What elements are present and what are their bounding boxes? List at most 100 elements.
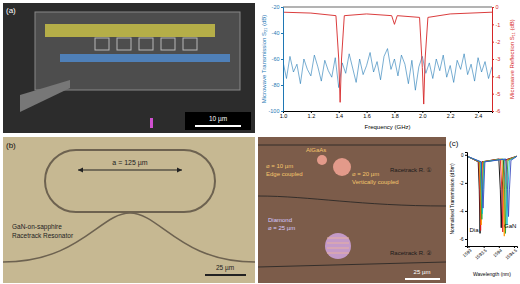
axis-title: Wavelength (nm) xyxy=(473,271,511,277)
tick-mark xyxy=(465,239,467,240)
annotation: ⌀ = 10 µm xyxy=(266,163,293,169)
tick-mark xyxy=(492,42,494,43)
tick-label: 0 xyxy=(496,4,499,10)
arrow-head xyxy=(78,168,182,173)
tick-label: -20 xyxy=(272,4,280,10)
tick: -2 xyxy=(459,181,467,186)
tick-label: -3 xyxy=(496,56,501,62)
tick-mark xyxy=(492,111,494,112)
tick-label: 1.4 xyxy=(335,113,343,119)
tick-label: 1593.5 xyxy=(474,248,488,261)
dimension-label: a = 125 µm xyxy=(112,159,148,167)
annotation: Racetrack R. ② xyxy=(390,250,432,256)
axis-bottom: 15931593.515941594.5 xyxy=(462,246,519,261)
axis-title: Microwave Transmission S₂₁ (dB) xyxy=(261,15,267,104)
series-line xyxy=(467,156,517,232)
tick-label: -1 xyxy=(496,22,501,28)
figure: 10 µm a = 125 µmGaN-on-sapphireRacetrack … xyxy=(0,0,520,284)
algaas-disk xyxy=(317,155,327,165)
axis-right: -6 -5 -4 -3 -2 -1 0 xyxy=(492,4,500,114)
tick: -4 xyxy=(492,74,500,80)
series-line xyxy=(283,12,492,104)
tick-label: 1593 xyxy=(462,248,473,259)
tick-label: -100 xyxy=(268,108,279,114)
tick: -40 xyxy=(272,30,283,36)
sem-image: 10 µm xyxy=(3,3,255,133)
axis-title: Microwave Reflection S₁₁ (dB) xyxy=(509,19,515,99)
tick: 2.0 xyxy=(419,111,427,119)
tick-label: -6 xyxy=(459,237,463,242)
tick-mark xyxy=(492,24,494,25)
tick: 0 xyxy=(492,4,499,10)
diamond-stripe xyxy=(327,243,349,244)
tick-label: -60 xyxy=(272,56,280,62)
tick: -6 xyxy=(459,237,467,242)
tick: -2 xyxy=(492,39,500,45)
highlight-pink xyxy=(150,118,153,128)
panel-label: (b) xyxy=(6,141,16,150)
tick: 1593.5 xyxy=(474,246,488,261)
axis-line xyxy=(493,8,495,112)
tick-label: -5 xyxy=(496,91,501,97)
scale-bar-label: 10 µm xyxy=(209,115,227,123)
caption: Racetrack Resonator xyxy=(12,232,74,239)
tick-label: -2 xyxy=(459,181,463,186)
tick-label: 1594.5 xyxy=(504,248,518,261)
annotation: Racetrack R. ① xyxy=(390,167,432,173)
racetrack-line xyxy=(258,145,446,146)
tick-label: 2.2 xyxy=(447,113,455,119)
axis-bottom: 1.01.21.41.61.82.02.22.4 xyxy=(280,111,493,119)
tick-label: -2 xyxy=(496,39,501,45)
tick-label: 0 xyxy=(461,153,464,158)
series-line xyxy=(467,156,517,233)
tick-mark xyxy=(492,59,494,60)
waveguide-taper xyxy=(20,80,70,112)
axis-line xyxy=(281,8,284,112)
tick-mark xyxy=(465,155,467,156)
membrane xyxy=(35,12,240,90)
scale-bar-label: 25 µm xyxy=(414,269,431,275)
tick-label: -6 xyxy=(496,108,501,114)
axis-left: -6 -4 -2 0 xyxy=(459,153,467,247)
racetrack-image: a = 125 µmGaN-on-sapphireRacetrack Reson… xyxy=(3,137,255,283)
tick: 2.4 xyxy=(475,111,483,119)
chart-background xyxy=(282,6,493,112)
panel-label: (c) xyxy=(449,139,459,148)
tick-mark xyxy=(465,211,467,212)
dimension-arrow xyxy=(78,170,182,171)
frame-top xyxy=(283,7,492,8)
panel-label: (a) xyxy=(6,6,16,15)
hybrid-image: AlGaAs⌀ = 10 µmEdge coupled⌀ = 20 µmVert… xyxy=(258,137,446,283)
plot-area xyxy=(283,12,492,104)
tick-label: -4 xyxy=(459,209,463,214)
tick: -1 xyxy=(492,22,500,28)
comb-finger xyxy=(139,38,153,50)
tick-mark xyxy=(492,76,494,77)
image-background xyxy=(3,137,255,283)
axis-line xyxy=(465,153,468,247)
series-line xyxy=(467,156,517,233)
tick-label: -40 xyxy=(272,30,280,36)
chart: 1.01.21.41.61.82.02.22.4-100-80-60-40-20… xyxy=(261,4,515,130)
tick: -5 xyxy=(492,91,500,97)
tick-label: -4 xyxy=(496,74,501,80)
image-background xyxy=(3,3,255,133)
annotation: Diamond xyxy=(268,217,292,223)
chart: 15931593.515941594.5 -6 -4 -2 0 Wavelength (n… xyxy=(449,151,518,277)
plot-area xyxy=(467,156,517,236)
annotation: Dia xyxy=(469,227,479,233)
scale-bar xyxy=(205,274,246,276)
annotation: GaN xyxy=(504,223,516,229)
tick-label: 2.0 xyxy=(419,113,427,119)
tick: 0 xyxy=(461,153,467,158)
diamond-stripe xyxy=(327,253,349,254)
tick: 1593 xyxy=(462,246,473,258)
comb-finger xyxy=(161,38,175,50)
diamond-disk xyxy=(325,233,351,259)
chart-background xyxy=(466,151,518,247)
tick-label: 1.2 xyxy=(308,113,316,119)
tick-mark xyxy=(492,94,494,95)
tick: 1.4 xyxy=(335,111,343,119)
annotation: Vertically coupled xyxy=(352,179,399,185)
tick-mark xyxy=(281,7,283,8)
